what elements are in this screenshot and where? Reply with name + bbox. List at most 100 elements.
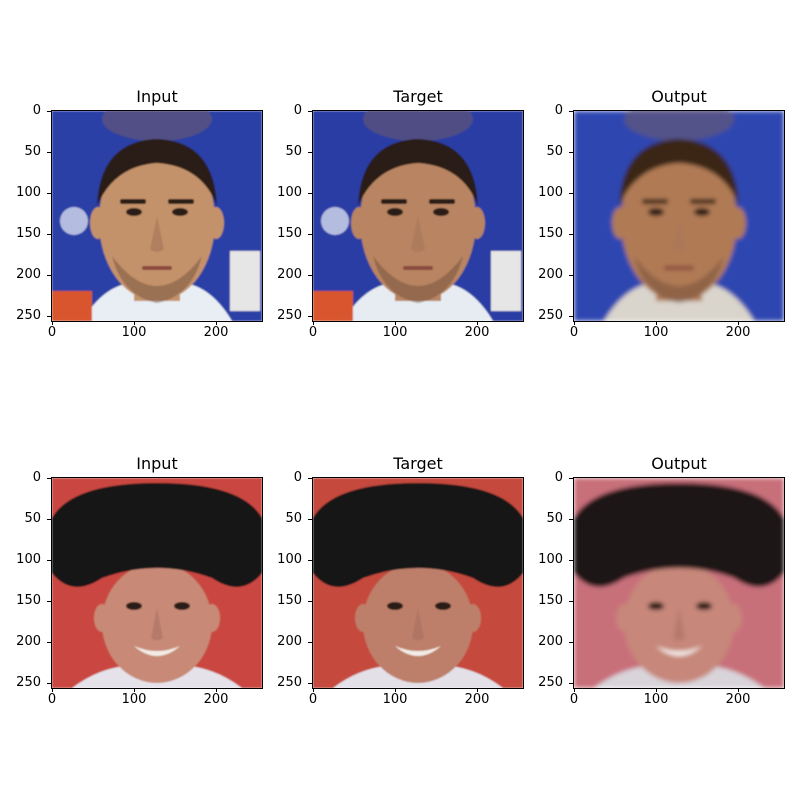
y-tick-label: 150: [538, 593, 563, 609]
x-tick-mark: [738, 321, 740, 325]
y-tick-label: 200: [16, 634, 41, 650]
panel-title: Output: [651, 87, 707, 106]
logo-strip: [52, 291, 92, 321]
y-tick-mark: [47, 560, 51, 562]
x-tick-label: 200: [203, 325, 229, 340]
x-tick-mark: [134, 321, 136, 325]
y-tick-mark: [47, 316, 51, 318]
y-tick-mark: [569, 275, 573, 277]
ear-right: [730, 207, 746, 239]
x-tick-label: 100: [643, 325, 669, 340]
x-tick-mark: [477, 321, 479, 325]
face-picture: [574, 111, 784, 321]
ear-left: [351, 207, 367, 239]
x-tick-label: 100: [121, 325, 147, 340]
mouth: [403, 266, 433, 270]
ear-left: [616, 604, 632, 632]
y-tick-mark: [308, 601, 312, 603]
face-picture: [313, 111, 523, 321]
eyebrow-right: [168, 199, 194, 204]
ear-left: [90, 207, 106, 239]
y-tick-label: 150: [277, 226, 302, 242]
y-tick-label: 250: [538, 308, 563, 324]
eyebrow-right: [429, 199, 455, 204]
x-tick-label: 0: [47, 692, 57, 707]
y-tick-mark: [308, 152, 312, 154]
eye-right: [694, 208, 710, 216]
y-tick-label: 50: [546, 511, 563, 527]
hair: [619, 139, 739, 206]
x-tick-label: 100: [382, 325, 408, 340]
x-tick-mark: [313, 688, 314, 692]
face-picture: [52, 478, 262, 688]
y-tick-mark: [308, 193, 312, 195]
face-picture: [52, 111, 262, 321]
ear-left: [355, 604, 371, 632]
y-tick-mark: [569, 316, 573, 318]
nose: [151, 608, 163, 641]
y-tick-mark: [308, 642, 312, 644]
y-tick-label: 100: [277, 552, 302, 568]
smile: [395, 646, 441, 656]
y-tick-mark: [569, 478, 573, 479]
y-tick-mark: [569, 111, 573, 112]
beard: [634, 256, 724, 303]
x-tick-label: 0: [47, 325, 57, 340]
y-tick-label: 50: [24, 144, 41, 160]
mouth: [142, 266, 172, 270]
eyebrow-left: [120, 199, 146, 204]
y-tick-label: 100: [16, 552, 41, 568]
y-tick-label: 200: [16, 267, 41, 283]
y-tick-label: 100: [538, 552, 563, 568]
y-tick-mark: [47, 234, 51, 236]
y-tick-label: 200: [277, 634, 302, 650]
x-tick-mark: [52, 688, 53, 692]
eye-right: [435, 602, 451, 610]
panel-title: Target: [393, 454, 443, 473]
ear-right: [465, 604, 481, 632]
x-tick-mark: [738, 688, 740, 692]
nose: [673, 608, 685, 641]
y-tick-mark: [47, 152, 51, 154]
y-tick-label: 50: [285, 511, 302, 527]
eye-right: [174, 602, 190, 610]
y-tick-mark: [308, 478, 312, 479]
eyebrow-left: [642, 199, 668, 204]
hair: [97, 139, 217, 206]
face-picture: [574, 478, 784, 688]
nose: [672, 216, 686, 252]
x-tick-label: 0: [569, 692, 579, 707]
y-tick-label: 0: [32, 103, 41, 118]
y-tick-mark: [47, 642, 51, 644]
x-tick-mark: [656, 688, 658, 692]
y-tick-label: 150: [277, 593, 302, 609]
y-tick-mark: [569, 193, 573, 195]
eyebrow-right: [690, 199, 716, 204]
face-image: [51, 477, 263, 689]
hair: [358, 139, 478, 206]
y-tick-mark: [308, 275, 312, 277]
x-tick-mark: [313, 321, 314, 325]
blur-blob: [363, 111, 473, 141]
y-tick-label: 0: [554, 103, 563, 118]
y-tick-label: 150: [538, 226, 563, 242]
ear-right: [726, 604, 742, 632]
x-tick-mark: [574, 688, 575, 692]
y-tick-mark: [569, 601, 573, 603]
y-tick-mark: [47, 275, 51, 277]
x-tick-label: 200: [464, 325, 490, 340]
x-tick-mark: [52, 321, 53, 325]
blur-blob: [624, 111, 734, 141]
ear-right: [469, 207, 485, 239]
x-tick-label: 0: [308, 325, 318, 340]
x-tick-mark: [477, 688, 479, 692]
nose: [411, 216, 425, 252]
panel-title: Input: [136, 454, 178, 473]
y-tick-mark: [569, 560, 573, 562]
x-tick-label: 100: [121, 692, 147, 707]
y-tick-mark: [47, 601, 51, 603]
y-tick-label: 150: [16, 593, 41, 609]
y-tick-label: 200: [538, 634, 563, 650]
y-tick-mark: [308, 519, 312, 521]
eye-left: [126, 602, 142, 610]
